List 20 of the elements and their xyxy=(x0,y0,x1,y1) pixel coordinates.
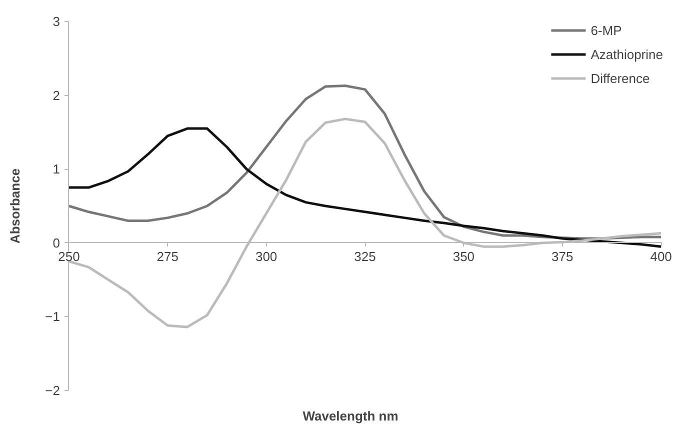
y-axis-title: Absorbance xyxy=(8,168,22,244)
y-tick-label: −1 xyxy=(45,309,60,324)
x-tick-label: 400 xyxy=(650,248,672,264)
legend-label: Azathioprine xyxy=(590,46,663,62)
y-tick-label: 3 xyxy=(52,14,60,30)
y-tick-label: −2 xyxy=(45,382,60,398)
x-tick-label: 300 xyxy=(255,248,278,264)
x-axis-title: Wavelength nm xyxy=(302,408,398,424)
y-tick-label: 1 xyxy=(52,162,60,177)
line-series xyxy=(68,84,662,240)
x-tick-label: 325 xyxy=(354,248,376,264)
line-series xyxy=(68,127,662,248)
legend-label: 6-MP xyxy=(590,22,622,38)
y-tick-label: 0 xyxy=(52,235,60,250)
x-tick-label: 350 xyxy=(452,248,475,264)
legend-label: Difference xyxy=(590,70,650,86)
x-tick-label: 275 xyxy=(156,248,178,264)
y-tick-label: 2 xyxy=(52,88,60,103)
x-tick-label: 375 xyxy=(552,248,574,264)
x-tick-label: 250 xyxy=(58,248,80,264)
